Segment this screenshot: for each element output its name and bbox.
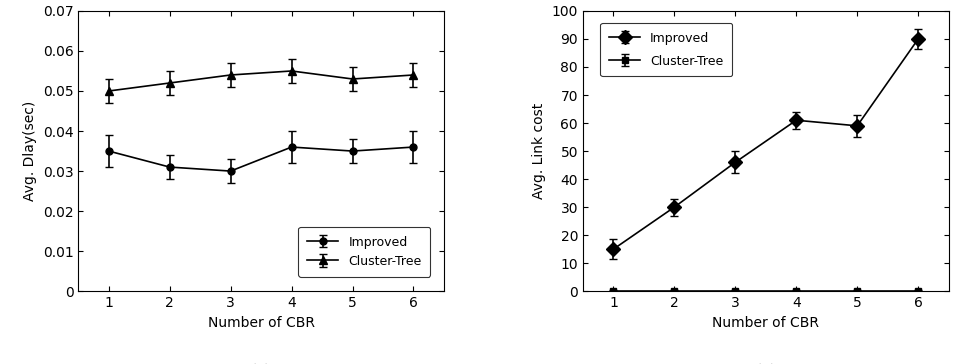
Legend: Improved, Cluster-Tree: Improved, Cluster-Tree xyxy=(600,23,732,76)
X-axis label: Number of CBR: Number of CBR xyxy=(711,316,819,330)
Y-axis label: Avg. Link cost: Avg. Link cost xyxy=(531,103,545,199)
Legend: Improved, Cluster-Tree: Improved, Cluster-Tree xyxy=(298,227,430,277)
X-axis label: Number of CBR: Number of CBR xyxy=(207,316,315,330)
Y-axis label: Avg. Dlay(sec): Avg. Dlay(sec) xyxy=(23,101,37,201)
